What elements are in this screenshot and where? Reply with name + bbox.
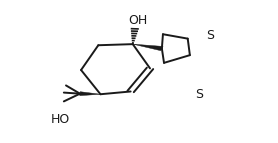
Text: S: S (195, 88, 203, 101)
Text: S: S (206, 29, 214, 42)
Text: HO: HO (51, 113, 70, 126)
Polygon shape (133, 44, 163, 51)
Text: OH: OH (128, 14, 147, 26)
Polygon shape (80, 92, 100, 96)
